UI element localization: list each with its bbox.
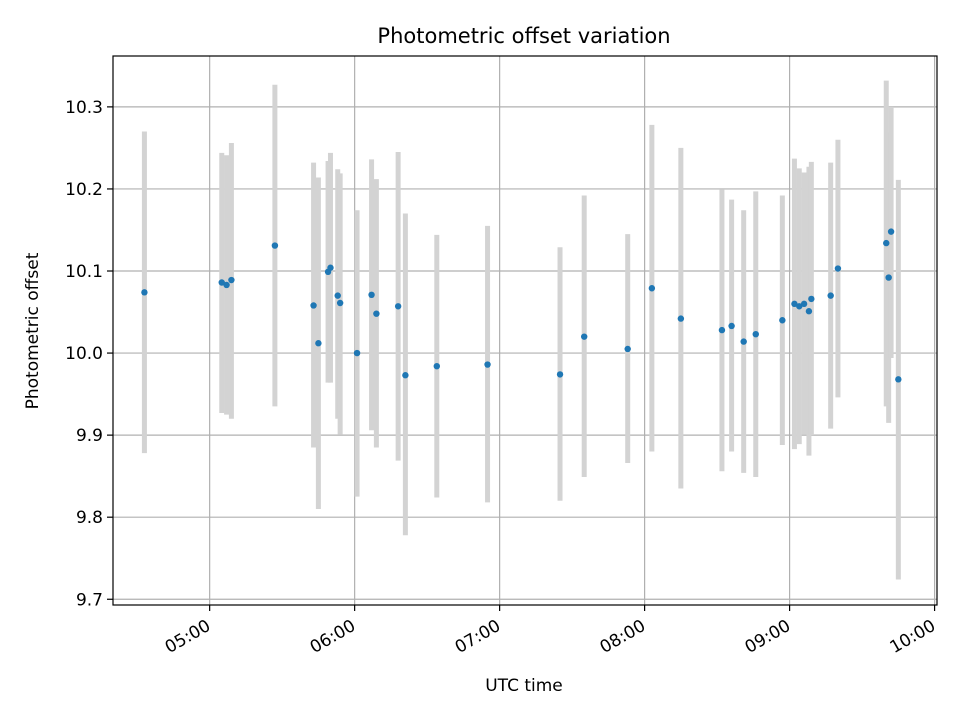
data-point [315,340,322,347]
data-point [310,302,317,309]
data-point [885,274,892,281]
chart-title: Photometric offset variation [377,24,670,48]
y-tick-label: 9.7 [76,590,103,610]
data-point [327,264,334,271]
data-point [728,322,735,330]
data-point [228,276,235,284]
data-point [433,362,441,370]
y-tick-label: 10.2 [65,180,103,200]
data-point [334,292,341,299]
plot-area-frame [112,55,938,606]
y-tick-label: 10.3 [65,98,103,118]
data-point [648,285,656,292]
data-point [271,242,279,249]
data-point [677,315,685,322]
data-point [883,239,890,247]
y-tick-label: 10.0 [65,344,103,364]
data-point [581,333,588,340]
y-axis-label: Photometric offset [23,252,43,409]
data-point [895,376,902,383]
y-tick-label: 9.8 [76,508,103,528]
data-point [353,349,361,357]
data-point [791,300,798,308]
data-point [556,371,564,378]
y-tick-label: 10.1 [65,262,103,282]
data-point [141,289,148,296]
data-point [402,372,409,379]
data-point [752,330,759,338]
data-point [779,317,786,324]
data-point [718,326,726,334]
data-points [141,228,902,383]
data-point [336,299,344,307]
y-axis-ticks: 9.7 9.8 9.9 10.0 10.1 10.2 10.3 [65,98,113,610]
data-point [796,303,803,310]
data-point [808,295,815,303]
data-point [373,310,380,317]
data-point [484,361,491,368]
data-point [223,281,230,289]
data-point [624,345,631,353]
data-point [394,303,402,310]
data-point [740,338,747,345]
data-point [827,292,834,299]
data-point [800,300,808,308]
y-tick-label: 9.9 [76,426,103,446]
data-point [368,291,375,299]
data-point [834,265,842,272]
x-axis-label: UTC time [485,676,563,696]
data-point [805,308,813,315]
data-point [218,279,225,286]
data-point [887,228,895,235]
